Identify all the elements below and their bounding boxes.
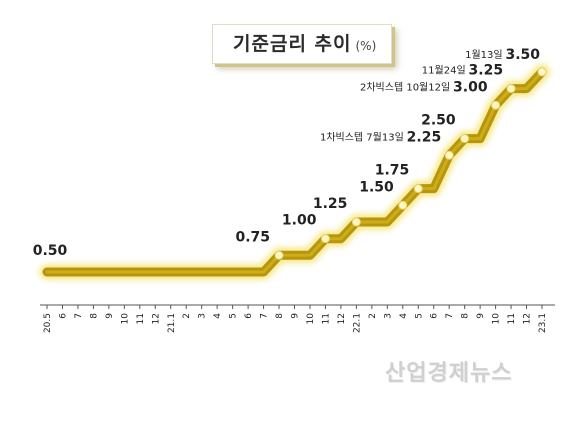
x-tick-label: 23.1 xyxy=(538,313,548,333)
data-point xyxy=(506,84,516,94)
data-label: 1.25 xyxy=(313,196,348,212)
data-point xyxy=(537,67,547,77)
x-axis-ticks: 20.5 6 7 8 9 10 11 12 21.1 2 3 4 5 6 7 8 9 10 11 12 22.1 2 3 4 5… xyxy=(43,305,548,333)
data-label: 1.50 xyxy=(359,179,394,195)
data-label-note: 1차빅스텝 7월13일 xyxy=(320,131,404,143)
x-tick-label: 8 xyxy=(461,313,471,319)
x-tick-label: 9 xyxy=(105,313,115,319)
x-tick-label: 7 xyxy=(260,313,270,319)
x-tick-label: 6 xyxy=(58,313,68,319)
data-point xyxy=(491,100,501,110)
x-tick-label: 10 xyxy=(120,313,130,325)
x-tick-label: 20.5 xyxy=(43,313,53,333)
data-label: 1.75 xyxy=(375,163,410,179)
data-label: 3.50 xyxy=(505,47,540,63)
x-tick-label: 6 xyxy=(244,313,254,319)
x-tick-label: 2 xyxy=(368,313,378,319)
chart-title-unit: (%) xyxy=(355,39,377,53)
x-tick-label: 2 xyxy=(182,313,192,319)
data-label: 2.50 xyxy=(421,113,456,129)
x-tick-label: 3 xyxy=(198,313,208,319)
x-tick-label: 11 xyxy=(507,313,517,324)
data-point xyxy=(444,150,454,160)
x-tick-label: 8 xyxy=(275,313,285,319)
watermark-logo: 산업경제뉴스 xyxy=(385,361,513,386)
data-label: 2.25 xyxy=(407,129,442,145)
data-point xyxy=(398,200,408,210)
x-tick-label: 12 xyxy=(151,313,161,324)
x-tick-label: 8 xyxy=(89,313,99,319)
series-line-highlight xyxy=(45,70,544,274)
x-tick-label: 22.1 xyxy=(352,313,362,333)
series-line-glow xyxy=(39,63,550,280)
data-point xyxy=(413,184,423,194)
x-tick-label: 4 xyxy=(213,313,223,319)
series-line-group xyxy=(39,63,550,280)
data-point xyxy=(351,217,361,227)
data-label: 3.00 xyxy=(453,79,488,95)
x-tick-label: 12 xyxy=(523,313,533,324)
data-label-note: 2차빅스텝 10월12일 xyxy=(360,81,450,93)
x-tick-label: 6 xyxy=(430,313,440,319)
data-label-note: 1월13일 xyxy=(465,49,503,61)
x-tick-label: 7 xyxy=(74,313,84,319)
x-tick-label: 7 xyxy=(445,313,455,319)
chart-title-box: 기준금리 추이 (%) xyxy=(212,24,392,64)
x-tick-label: 10 xyxy=(306,313,316,325)
data-point xyxy=(320,234,330,244)
chart-title: 기준금리 추이 (%) xyxy=(233,29,376,56)
x-tick-label: 21.1 xyxy=(167,313,177,333)
data-point xyxy=(460,134,470,144)
data-label: 0.75 xyxy=(235,229,270,245)
data-label-note: 11월24일 xyxy=(422,65,466,77)
data-label: 3.25 xyxy=(469,63,504,79)
x-tick-label: 9 xyxy=(476,313,486,319)
series-line xyxy=(42,67,547,277)
data-label: 1.00 xyxy=(282,213,317,229)
x-tick-label: 11 xyxy=(321,313,331,324)
x-tick-label: 3 xyxy=(383,313,393,319)
data-label: 0.50 xyxy=(33,243,68,259)
x-tick-label: 4 xyxy=(399,313,409,319)
x-tick-label: 11 xyxy=(136,313,146,324)
x-tick-label: 5 xyxy=(229,313,239,319)
marker-group xyxy=(274,67,547,260)
x-tick-label: 5 xyxy=(414,313,424,319)
chart-title-text: 기준금리 추이 xyxy=(233,33,352,55)
x-tick-label: 9 xyxy=(291,313,301,319)
x-tick-label: 12 xyxy=(337,313,347,324)
data-point xyxy=(274,250,284,260)
x-tick-label: 10 xyxy=(492,313,502,325)
